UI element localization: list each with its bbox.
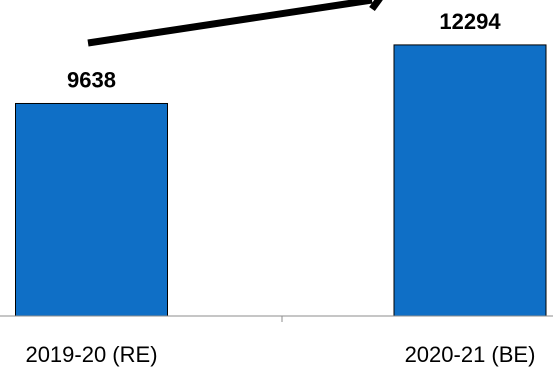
category-label-1: 2019-20 (RE) [25, 342, 157, 367]
bar-2 [393, 44, 547, 317]
bars-group [15, 44, 547, 317]
category-labels-group: 2019-20 (RE) 2020-21 (BE) [25, 342, 535, 367]
value-label-1: 9638 [67, 67, 116, 92]
growth-trend-arrow-tip [369, 0, 383, 12]
value-labels-group: 9638 12294 [67, 9, 501, 93]
bar-1 [15, 102, 168, 317]
value-label-2: 12294 [439, 9, 501, 34]
growth-trend-arrow [87, 0, 373, 47]
category-label-2: 2020-21 (BE) [405, 342, 536, 367]
